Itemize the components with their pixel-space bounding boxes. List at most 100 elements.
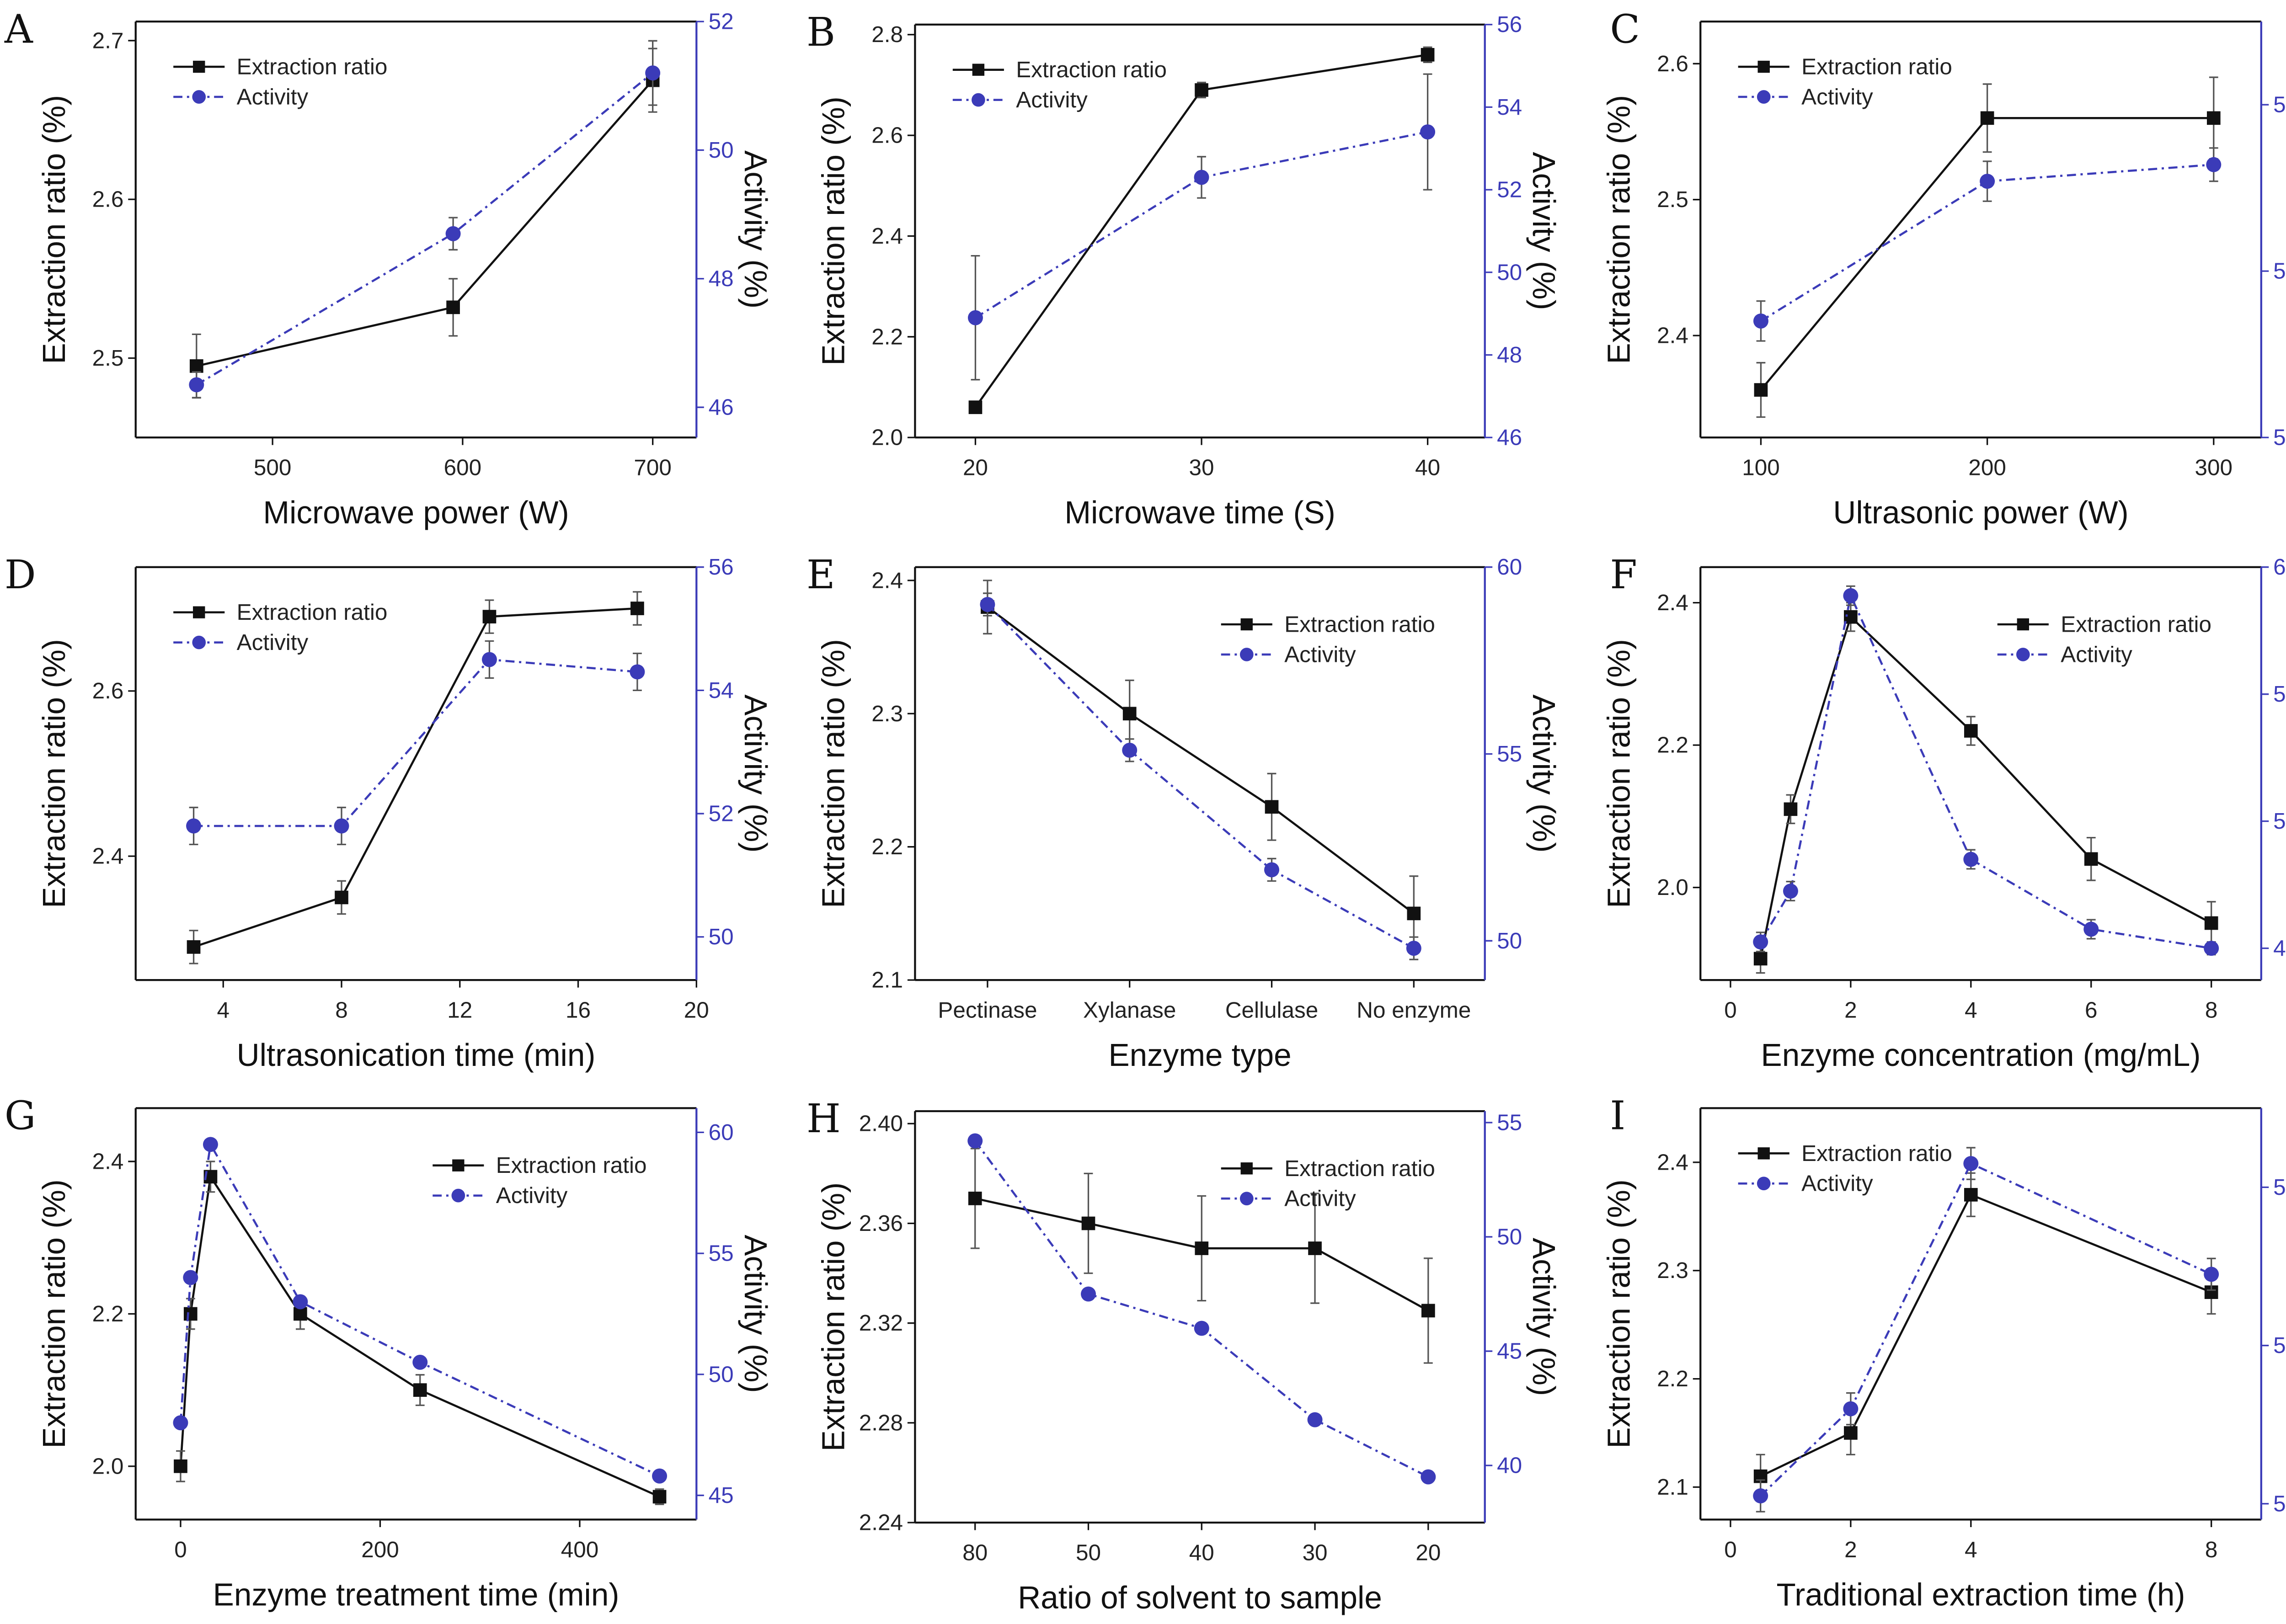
y2-tick-label: 48 (709, 266, 734, 291)
y-tick-label: 2.5 (92, 346, 124, 371)
legend-label: Extraction ratio (2061, 612, 2211, 637)
x-tick-label: 700 (634, 455, 671, 480)
activity-point (203, 1137, 218, 1152)
y2-axis-label: Activity (%) (1526, 694, 1562, 852)
y2-tick-label: 56 (1497, 12, 1522, 37)
legend-square-marker (1240, 618, 1253, 631)
activity-point (334, 818, 349, 834)
y-tick-label: 2.2 (92, 1301, 124, 1326)
activity-point (293, 1294, 308, 1310)
y-tick-label: 2.36 (859, 1211, 903, 1236)
x-axis-label: Ultrasonication time (min) (237, 1037, 596, 1073)
activity-point (189, 377, 204, 393)
extraction-ratio-line (196, 80, 654, 367)
activity-point (2204, 941, 2219, 956)
x-tick-label: 0 (1724, 1537, 1737, 1562)
activity-point (1122, 742, 1138, 758)
x-tick-label: 8 (2205, 1537, 2218, 1562)
y2-axis-label: Activity (%) (738, 150, 774, 309)
legend-square-marker (1757, 60, 1770, 73)
y-tick-label: 2.32 (859, 1310, 903, 1336)
extraction-ratio-point (189, 359, 203, 373)
x-tick-label: 300 (2195, 455, 2233, 480)
y-tick-label: 2.4 (871, 568, 903, 593)
panel-letter: G (5, 1093, 36, 1139)
y-tick-label: 2.4 (871, 224, 903, 249)
panel-letter: I (1610, 1093, 1625, 1139)
activity-point (630, 664, 645, 680)
x-tick-label: Cellulase (1225, 998, 1318, 1023)
activity-point (645, 65, 661, 81)
extraction-ratio-line (179, 1174, 660, 1498)
x-tick-label: 4 (1965, 1537, 1977, 1562)
legend-circle-marker (1239, 1192, 1254, 1206)
legend-label: Activity (1016, 87, 1088, 112)
y2-tick-label: 40 (1497, 1453, 1522, 1478)
y2-tick-label: 50 (1497, 928, 1522, 953)
legend-label: Extraction ratio (1801, 1141, 1952, 1166)
y2-axis-label: Activity (%) (1526, 1238, 1562, 1396)
extraction-ratio-point (294, 1307, 307, 1321)
y-tick-label: 2.7 (92, 28, 124, 53)
activity-line (1759, 592, 2212, 949)
activity-point (1753, 313, 1768, 329)
legend-label: Activity (237, 630, 309, 655)
activity-point (652, 1468, 668, 1484)
activity-point (1194, 1320, 1209, 1336)
y2-tick-label: 55 (1497, 1110, 1522, 1135)
extraction-ratio-point (1081, 1216, 1095, 1230)
legend-label: Activity (1284, 1186, 1356, 1211)
activity-point (481, 652, 497, 667)
y-tick-label: 2.4 (1657, 323, 1688, 348)
extraction-ratio-line (1760, 117, 2214, 391)
activity-point (183, 1270, 198, 1285)
extraction-ratio-point (630, 602, 644, 615)
extraction-ratio-point (1964, 724, 1978, 738)
y-tick-label: 2.8 (871, 22, 903, 47)
legend-label: Activity (2061, 642, 2132, 667)
activity-point (2083, 921, 2099, 937)
activity-point (412, 1354, 428, 1370)
extraction-ratio-point (446, 300, 460, 314)
legend-label: Extraction ratio (1284, 612, 1435, 637)
activity-line (987, 603, 1415, 949)
y2-axis-label: Activity (%) (738, 1235, 774, 1393)
x-tick-label: 20 (684, 998, 709, 1023)
y-tick-label: 2.4 (92, 1149, 124, 1174)
activity-point (1307, 1412, 1323, 1427)
activity-point (186, 818, 202, 834)
y2-tick-label: 48 (2273, 936, 2286, 961)
legend-square-marker (452, 1159, 465, 1171)
activity-point (1843, 588, 1859, 603)
y2-tick-label: 50 (2273, 1491, 2286, 1516)
legend-square-marker (1757, 1147, 1770, 1160)
y2-tick-label: 50 (1497, 1225, 1522, 1250)
y2-tick-label: 60 (1497, 554, 1522, 580)
x-axis-label: Ratio of solvent to sample (1018, 1580, 1382, 1615)
x-tick-label: 8 (335, 998, 347, 1023)
x-tick-label: 4 (1965, 998, 1977, 1023)
y-tick-label: 2.1 (1657, 1475, 1688, 1500)
x-tick-label: 400 (561, 1537, 598, 1562)
extraction-ratio-line (193, 607, 638, 948)
x-axis-label: Enzyme type (1108, 1037, 1291, 1073)
y-tick-label: 2.2 (871, 834, 903, 859)
activity-point (1843, 1401, 1859, 1416)
activity-line (179, 1141, 660, 1477)
legend-label: Extraction ratio (1284, 1156, 1435, 1181)
y2-tick-label: 52 (2273, 809, 2286, 834)
panel-e: E Pectinase Xylanase Cellulase No enzyme 2.1 2… (807, 552, 1562, 1073)
panel-letter: F (1610, 552, 1637, 598)
y2-tick-label: 45 (709, 1483, 734, 1508)
x-tick-label: 50 (1076, 1540, 1101, 1565)
y2-tick-label: 50 (709, 924, 734, 949)
y-tick-label: 2.2 (1657, 1366, 1688, 1391)
y2-tick-label: 56 (709, 554, 734, 580)
y-tick-label: 2.4 (1657, 1150, 1688, 1175)
legend-label: Activity (1801, 84, 1873, 109)
x-tick-label: 100 (1742, 455, 1779, 480)
extraction-ratio-point (2204, 916, 2218, 930)
y-axis-label: Extraction ratio (%) (1601, 1179, 1636, 1448)
legend-square-marker (972, 64, 985, 76)
legend-label: Activity (1284, 642, 1356, 667)
